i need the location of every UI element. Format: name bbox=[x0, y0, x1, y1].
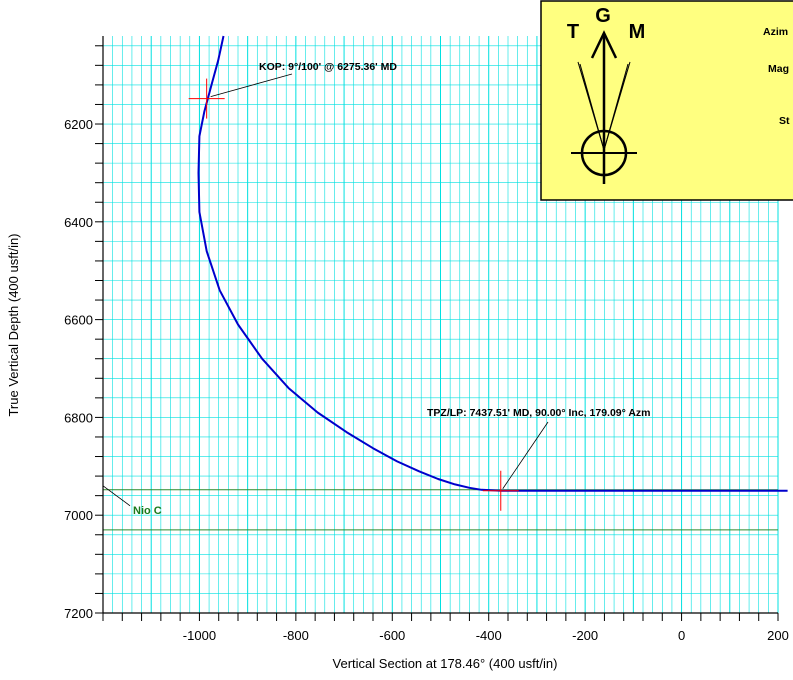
y-tick-label: 7200 bbox=[64, 606, 93, 621]
well-path-series bbox=[197, 35, 788, 492]
legend-box bbox=[540, 0, 793, 201]
x-tick-label: -200 bbox=[572, 628, 598, 643]
legend-line-azimuth: Azim bbox=[763, 26, 788, 38]
kop-leader bbox=[210, 73, 293, 97]
legend-line-magnetic: Mag bbox=[768, 63, 789, 75]
x-tick-label: 0 bbox=[678, 628, 685, 643]
axes bbox=[102, 36, 778, 614]
y-ticks: 6200 6400 6600 6800 7000 7200 bbox=[64, 45, 103, 621]
y-axis-title: True Vertical Depth (400 usft/in) bbox=[6, 233, 21, 416]
magnetic-north-label: M bbox=[629, 21, 646, 43]
x-tick-label: -1000 bbox=[183, 628, 216, 643]
magnetic-north-shaft bbox=[603, 63, 629, 151]
well-path-line bbox=[197, 35, 788, 492]
grid-north-arrowhead-icon bbox=[590, 30, 618, 59]
x-tick-label: 200 bbox=[767, 628, 789, 643]
annotations: KOP: 9°/100' @ 6275.36' MD TPZ/LP: 7437.5… bbox=[210, 61, 651, 489]
kop-annotation: KOP: 9°/100' @ 6275.36' MD bbox=[259, 61, 397, 73]
grid-north-label: G bbox=[595, 5, 611, 27]
x-tick-label: -600 bbox=[379, 628, 405, 643]
x-ticks: -1000 -800 -600 -400 -200 0 200 bbox=[102, 613, 789, 643]
formation-label: Nio C bbox=[133, 505, 162, 517]
y-tick-label: 6400 bbox=[64, 215, 93, 230]
legend-line-strength: St bbox=[779, 115, 790, 127]
y-tick-label: 7000 bbox=[64, 508, 93, 523]
formation-leader bbox=[102, 485, 131, 507]
formation-lines: Nio C bbox=[102, 485, 778, 531]
y-tick-label: 6800 bbox=[64, 410, 93, 425]
tpz-leader bbox=[502, 421, 549, 489]
y-tick-label: 6200 bbox=[64, 117, 93, 132]
markers bbox=[188, 78, 519, 511]
y-tick-label: 6600 bbox=[64, 313, 93, 328]
x-axis-title: Vertical Section at 178.46° (400 usft/in… bbox=[333, 656, 558, 671]
true-north-label: T bbox=[567, 21, 579, 43]
true-north-shaft bbox=[579, 63, 605, 151]
tpz-annotation: TPZ/LP: 7437.51' MD, 90.00° Inc, 179.09°… bbox=[427, 407, 651, 419]
north-arrow-legend: T G M Azim Mag St bbox=[540, 0, 793, 201]
x-tick-label: -400 bbox=[476, 628, 502, 643]
x-tick-label: -800 bbox=[283, 628, 309, 643]
